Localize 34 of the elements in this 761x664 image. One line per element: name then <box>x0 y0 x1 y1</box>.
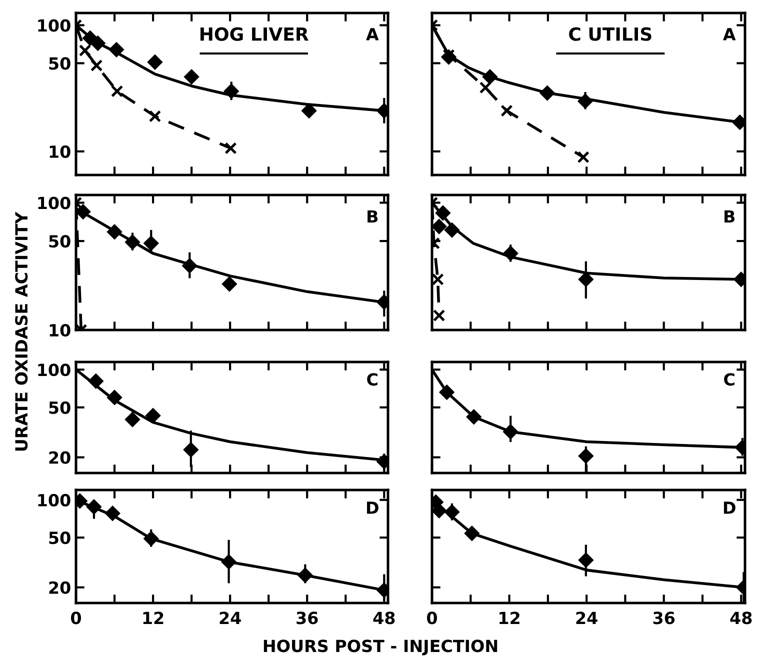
x-tick-label: 24 <box>220 612 241 624</box>
annotation: A <box>722 28 736 40</box>
x-tick-label: 36 <box>296 612 318 624</box>
annotation: D <box>367 502 378 514</box>
y-tick-label: 20 <box>49 451 70 464</box>
y-tick-label: 100 <box>38 19 70 32</box>
y-tick-label: 10 <box>50 324 70 337</box>
x-tick-label: 0 <box>427 612 437 624</box>
x-tick-label: 48 <box>730 612 752 624</box>
annotation: C <box>367 373 378 386</box>
y-tick-label: 50 <box>49 57 70 70</box>
y-tick-label: 10 <box>50 145 70 158</box>
x-axis-title: HOURS POST - INJECTION <box>264 640 498 656</box>
y-tick-label: 50 <box>49 401 70 414</box>
text: HOG LIVER <box>200 27 308 41</box>
annotation: A <box>366 28 379 40</box>
x-tick-label: 36 <box>653 612 675 624</box>
y-tick-label: 50 <box>49 235 70 248</box>
y-tick-label: 100 <box>38 494 70 506</box>
y-tick-label: 100 <box>38 364 70 376</box>
y-tick-label: 50 <box>49 532 70 544</box>
y-tick-label: 20 <box>49 581 70 594</box>
annotation: B <box>724 210 735 223</box>
y-tick-label: 100 <box>38 196 70 210</box>
x-tick-label: 0 <box>71 612 81 624</box>
annotation: D <box>724 502 736 514</box>
annotation: C <box>724 373 734 386</box>
x-tick-label: 24 <box>576 612 598 624</box>
x-tick-label: 48 <box>373 612 395 624</box>
text: C UTILIS <box>569 27 652 41</box>
annotation: B <box>368 210 378 223</box>
y-axis-title: URATE OXIDASE ACTIVITY <box>15 212 28 451</box>
x-tick-label: 12 <box>500 612 520 624</box>
x-tick-label: 12 <box>143 612 164 624</box>
